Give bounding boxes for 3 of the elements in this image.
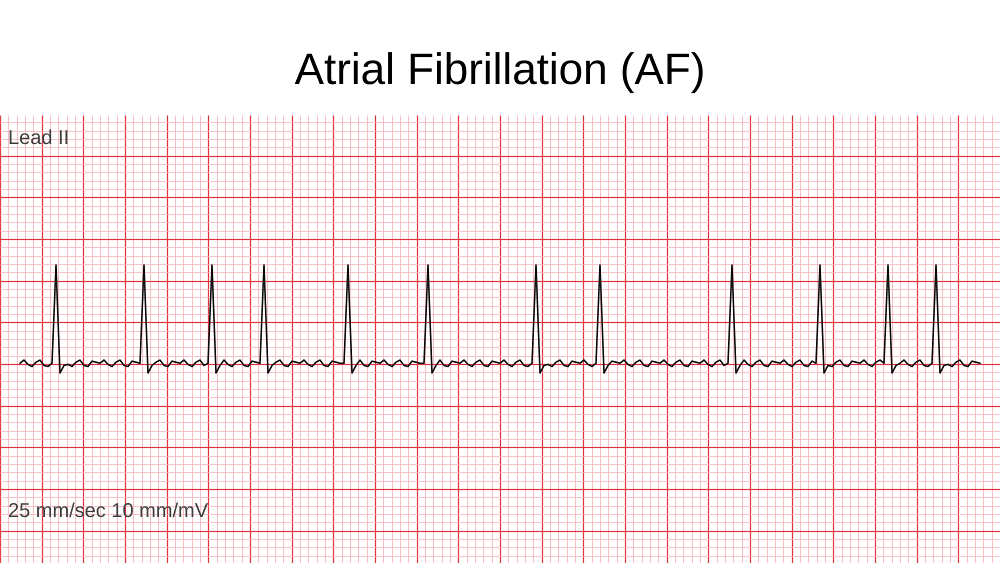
text: 25 mm/sec 10 mm/mV (8, 500, 209, 522)
chart-title: Atrial Fibrillation (AF) (294, 45, 706, 94)
text: Lead II (8, 127, 70, 149)
